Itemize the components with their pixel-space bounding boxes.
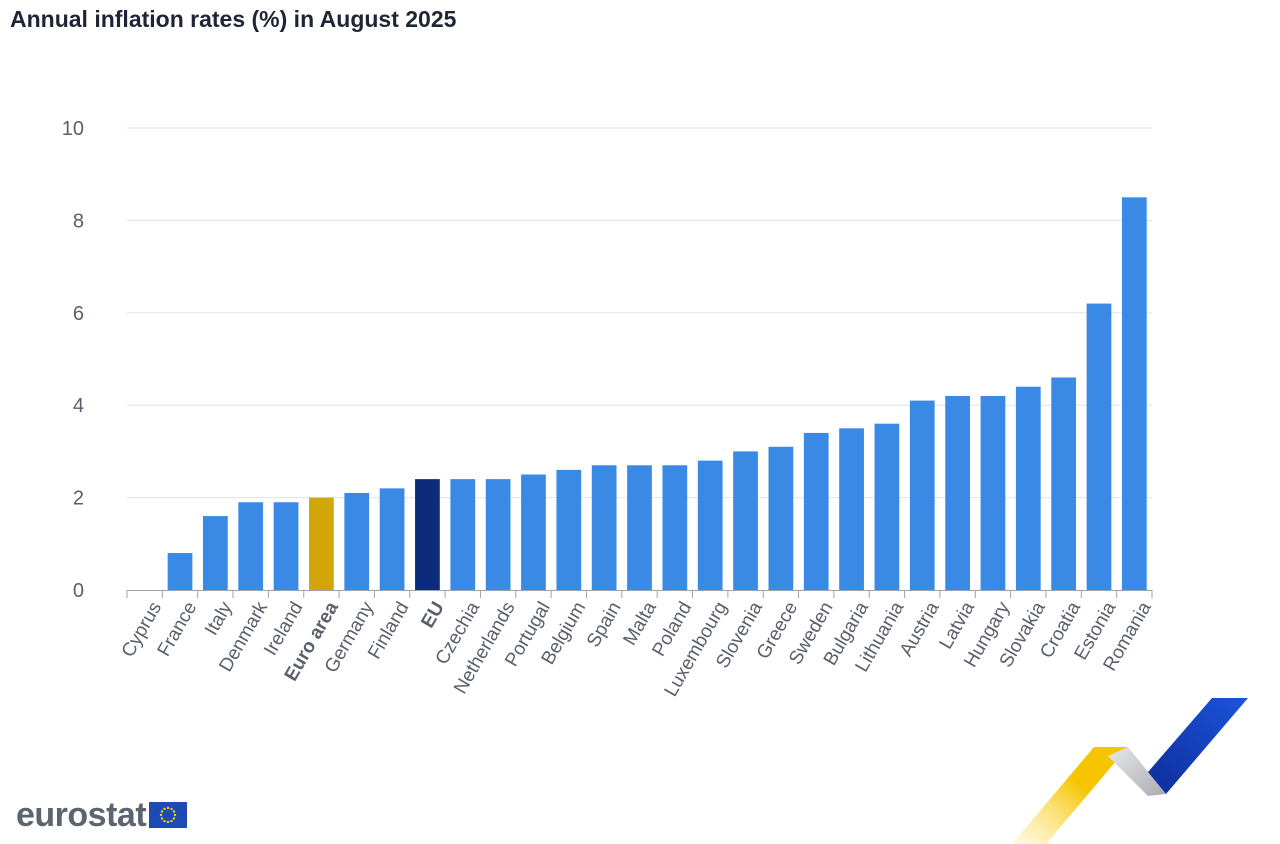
- bar-denmark[interactable]: [238, 502, 264, 590]
- x-tick-label: Italy: [201, 598, 237, 639]
- bar-poland[interactable]: [662, 465, 688, 590]
- bar-portugal[interactable]: [521, 474, 546, 591]
- bar-germany[interactable]: [344, 492, 370, 590]
- bar-ireland[interactable]: [273, 502, 299, 590]
- eu-flag-icon: [149, 802, 188, 828]
- bar-romania[interactable]: [1121, 197, 1147, 591]
- bar-croatia[interactable]: [1051, 377, 1077, 590]
- bars: [167, 197, 1147, 591]
- bar-slovakia[interactable]: [1015, 386, 1041, 590]
- bar-greece[interactable]: [768, 446, 794, 590]
- bar-eu[interactable]: [415, 479, 440, 590]
- bar-bulgaria[interactable]: [839, 428, 864, 590]
- bar-netherlands[interactable]: [485, 479, 511, 590]
- y-tick-label: 6: [73, 303, 84, 325]
- y-tick-label: 4: [73, 395, 84, 417]
- bar-malta[interactable]: [627, 465, 652, 590]
- y-tick-label: 10: [62, 118, 84, 140]
- x-axis: [126, 590, 1153, 598]
- eurostat-swoosh-graphic: [1012, 698, 1248, 844]
- bar-latvia[interactable]: [945, 395, 970, 590]
- eurostat-logo: eurostat: [16, 795, 188, 835]
- logo-text: eurostat: [16, 796, 147, 834]
- bar-sweden[interactable]: [803, 432, 829, 590]
- bar-czechia[interactable]: [450, 479, 476, 590]
- bar-lithuania[interactable]: [874, 423, 900, 590]
- bar-finland[interactable]: [379, 488, 405, 590]
- bar-belgium[interactable]: [556, 469, 582, 590]
- bar-estonia[interactable]: [1086, 303, 1112, 590]
- x-tick-label: EU: [417, 598, 448, 631]
- bar-italy[interactable]: [202, 516, 228, 590]
- chart-title: Annual inflation rates (%) in August 202…: [10, 6, 457, 32]
- y-tick-label: 0: [73, 580, 84, 602]
- bar-france[interactable]: [167, 553, 193, 590]
- bar-austria[interactable]: [909, 400, 935, 590]
- bar-hungary[interactable]: [980, 395, 1006, 590]
- bar-luxembourg[interactable]: [697, 460, 723, 590]
- bar-euro-area[interactable]: [309, 497, 334, 590]
- bar-spain[interactable]: [591, 465, 617, 590]
- y-tick-label: 8: [73, 210, 84, 232]
- x-tick-label: Spain: [583, 598, 625, 651]
- y-tick-label: 2: [73, 488, 84, 510]
- y-axis-ticks: 0 2 4 6 8 10: [62, 118, 84, 602]
- bar-slovenia[interactable]: [733, 451, 758, 590]
